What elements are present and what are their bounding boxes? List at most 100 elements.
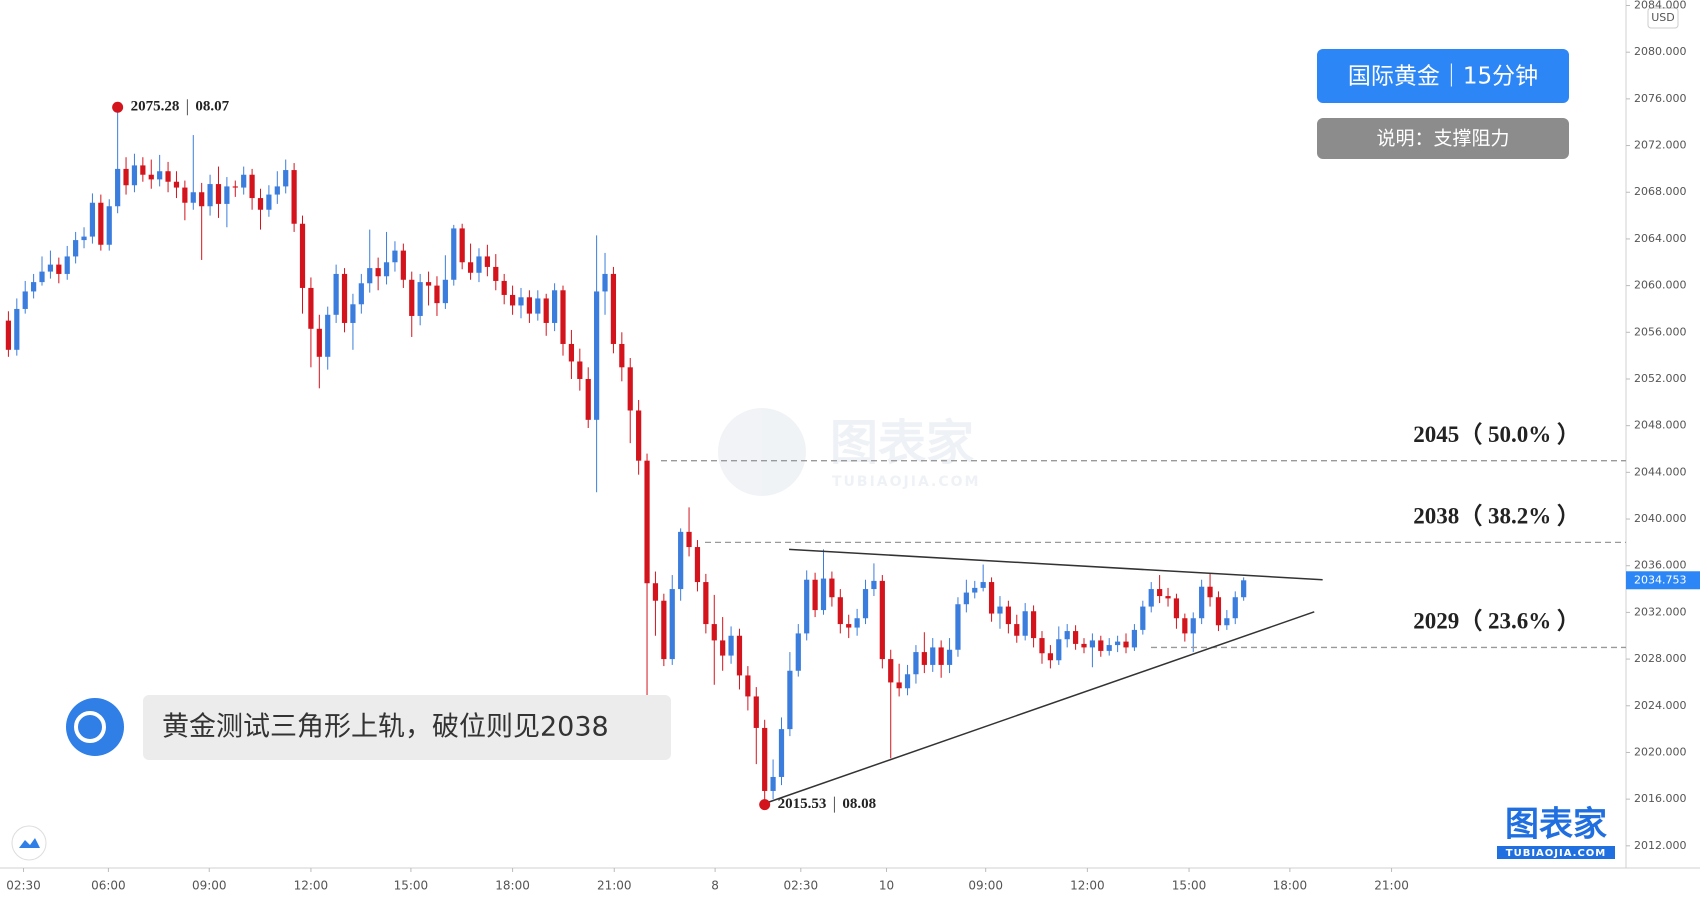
- x-tick-label: 8: [711, 879, 719, 893]
- watermark-url: TUBIAOJIA.COM: [832, 474, 980, 490]
- x-tick-label: 15:00: [394, 879, 429, 893]
- candle-body: [955, 604, 961, 650]
- candle-body: [1165, 596, 1171, 599]
- candle-body: [1207, 586, 1213, 598]
- candle-body: [661, 600, 667, 660]
- candle-body: [257, 198, 264, 210]
- candle-body: [568, 343, 575, 362]
- candle-body: [367, 268, 373, 284]
- candle-body: [963, 592, 969, 605]
- candle-body: [157, 171, 163, 180]
- candle-body: [476, 256, 482, 273]
- y-tick-label: 2052.000: [1634, 372, 1687, 385]
- extreme-date: 08.07: [195, 99, 229, 115]
- candle-body: [560, 290, 566, 344]
- candle-body: [509, 294, 516, 306]
- candle-body: [921, 652, 927, 665]
- x-tick-label: 12:00: [1070, 879, 1105, 893]
- brand-strip: [1497, 846, 1615, 859]
- candle-body: [669, 589, 675, 660]
- candle-body: [434, 285, 440, 304]
- y-tick-label: 2080.000: [1634, 45, 1687, 58]
- candle-body: [115, 168, 121, 207]
- candle-body: [224, 186, 230, 204]
- candle-body: [846, 624, 852, 628]
- extreme-value: 2015.53: [778, 796, 827, 812]
- candle-body: [736, 635, 743, 676]
- candle-body: [81, 236, 87, 241]
- y-tick-label: 2048.000: [1634, 419, 1687, 432]
- candle-body: [829, 578, 835, 598]
- candle-body: [383, 262, 390, 277]
- candle-body: [64, 256, 70, 274]
- candle-body: [283, 170, 289, 187]
- candle-body: [501, 280, 507, 295]
- candle-body: [39, 271, 45, 283]
- y-tick-label: 2020.000: [1634, 745, 1687, 758]
- candle-body: [820, 578, 827, 611]
- candle-body: [308, 287, 314, 329]
- candle-body: [871, 580, 877, 590]
- candle-body: [1182, 618, 1188, 634]
- candle-body: [551, 290, 558, 323]
- candle-body: [165, 171, 171, 182]
- candle-body: [1098, 640, 1104, 651]
- candle-body: [392, 250, 398, 263]
- candle-body: [787, 670, 793, 730]
- extreme-date: 08.08: [842, 796, 876, 812]
- x-tick-label: 06:00: [91, 879, 126, 893]
- x-tick-label: 02:30: [784, 879, 819, 893]
- candle-body: [241, 174, 247, 188]
- last-price-tag: [1626, 571, 1700, 590]
- candle-body: [131, 165, 138, 186]
- candle-body: [594, 291, 600, 420]
- candle-body: [5, 320, 12, 350]
- candle-body: [73, 240, 79, 257]
- candle-body: [148, 174, 154, 180]
- candle-body: [358, 283, 364, 305]
- y-tick-label: 2056.000: [1634, 325, 1687, 338]
- y-tick-label: 2072.000: [1634, 139, 1687, 152]
- candle-body: [577, 361, 583, 379]
- candle-body: [1140, 606, 1146, 630]
- candle-body: [1131, 629, 1138, 648]
- candle-body: [1047, 653, 1053, 661]
- candle-body: [89, 202, 96, 237]
- trendline: [789, 548, 1323, 581]
- y-tick-label: 2060.000: [1634, 279, 1687, 292]
- candle-body: [636, 410, 642, 461]
- candle-body: [249, 174, 255, 199]
- candle-body: [299, 223, 306, 288]
- candle-body: [778, 729, 785, 777]
- trendline: [766, 611, 1315, 804]
- y-tick-label: 2024.000: [1634, 699, 1687, 712]
- y-tick-label: 2028.000: [1634, 652, 1687, 665]
- tool-button[interactable]: [11, 825, 47, 861]
- candle-body: [425, 282, 432, 286]
- annotation-icon-detail: [74, 711, 106, 743]
- candle-body: [535, 298, 541, 314]
- candle-body: [1030, 611, 1037, 639]
- candle-body: [1190, 618, 1196, 634]
- candle-body: [862, 589, 869, 619]
- brand-name: 图表家: [1505, 805, 1607, 845]
- annotation-box: [143, 695, 671, 760]
- y-tick-label: 2076.000: [1634, 92, 1687, 105]
- candle-body: [619, 343, 625, 368]
- candle-body: [728, 635, 734, 656]
- chart-title: 国际黄金｜15分钟: [1348, 64, 1538, 90]
- annotation: 黄金测试三角形上轨，破位则见2038: [162, 712, 609, 743]
- y-tick-label: 2036.000: [1634, 559, 1687, 572]
- candle-body: [316, 328, 322, 357]
- candle-body: [232, 186, 238, 188]
- candle-body: [400, 250, 406, 280]
- candle-body: [854, 618, 860, 628]
- candle-body: [190, 192, 196, 203]
- candle-body: [602, 273, 608, 292]
- candle-body: [1022, 611, 1028, 636]
- extreme-marker: [112, 101, 124, 113]
- candle-body: [1014, 624, 1020, 636]
- candle-body: [703, 582, 709, 625]
- candle-body: [106, 206, 112, 245]
